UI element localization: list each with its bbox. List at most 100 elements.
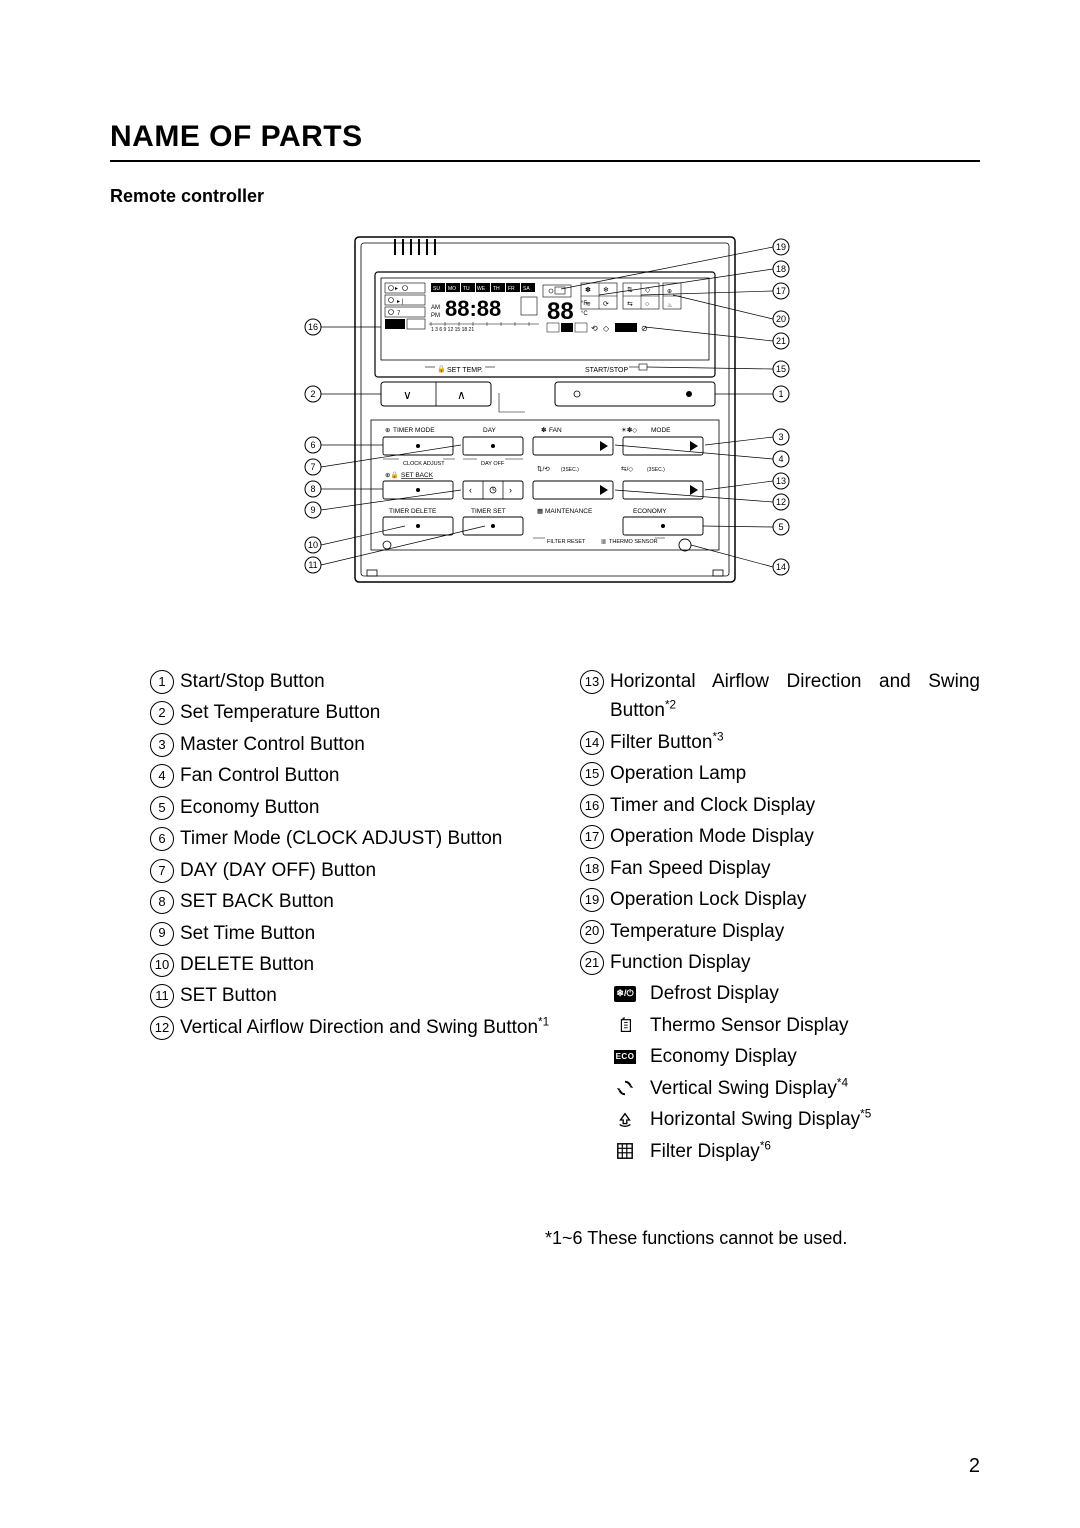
parts-item: 18Fan Speed Display: [580, 854, 980, 883]
svg-text:7: 7: [397, 311, 401, 317]
parts-item: 21Function Display: [580, 948, 980, 977]
manual-page: NAME OF PARTS Remote controller ▸ ▸ |: [0, 0, 1080, 1528]
svg-text:▥: ▥: [601, 539, 607, 545]
function-sub-item: ECOEconomy Display: [610, 1042, 980, 1071]
item-label: Operation Lock Display: [610, 885, 980, 914]
item-label: Start/Stop Button: [180, 667, 550, 696]
svg-text:❄: ❄: [603, 286, 609, 294]
svg-text:ECONOMY: ECONOMY: [633, 508, 667, 515]
svg-text:SET TEMP.: SET TEMP.: [447, 367, 483, 374]
svg-text:2: 2: [310, 389, 315, 399]
svg-text:MO: MO: [448, 286, 456, 292]
svg-text:9: 9: [310, 505, 315, 515]
svg-text:12: 12: [776, 497, 786, 507]
parts-item: 20Temperature Display: [580, 917, 980, 946]
svg-text:3: 3: [778, 432, 783, 442]
svg-text:🔒: 🔒: [437, 365, 446, 373]
section-subtitle: Remote controller: [110, 186, 980, 207]
svg-text:⇆/◇: ⇆/◇: [621, 466, 634, 473]
item-label: Vertical Airflow Direction and Swing But…: [180, 1013, 550, 1042]
svg-text:16: 16: [308, 322, 318, 332]
parts-item: 5Economy Button: [150, 793, 550, 822]
item-number: 11: [150, 984, 174, 1008]
function-sub-item: ❄/⏻ Defrost Display: [610, 979, 980, 1008]
svg-text:19: 19: [776, 242, 786, 252]
item-number: 16: [580, 794, 604, 818]
function-display-sublist: ❄/⏻ Defrost Display Thermo Sensor DisplayE…: [610, 979, 980, 1166]
thermo-icon: [610, 1017, 640, 1035]
svg-text:DAY OFF: DAY OFF: [481, 461, 505, 467]
item-number: 8: [150, 890, 174, 914]
svg-text:TU: TU: [463, 286, 470, 292]
svg-text:°C: °C: [581, 311, 588, 317]
item-number: 6: [150, 827, 174, 851]
function-sub-label: Filter Display*6: [650, 1137, 771, 1166]
svg-text:11: 11: [308, 560, 317, 570]
parts-item: 6Timer Mode (CLOCK ADJUST) Button: [150, 824, 550, 853]
svg-text:WE: WE: [477, 286, 486, 292]
defrost-icon: ❄/⏻: [610, 986, 640, 1002]
svg-text:SU: SU: [433, 286, 440, 292]
svg-text:SA: SA: [523, 286, 530, 292]
parts-item: 16Timer and Clock Display: [580, 791, 980, 820]
svg-text:⟲: ⟲: [591, 324, 598, 333]
svg-text:⊘: ⊘: [641, 324, 648, 333]
svg-text:20: 20: [776, 314, 786, 324]
function-sub-label: Horizontal Swing Display*5: [650, 1105, 871, 1134]
function-sub-item: Thermo Sensor Display: [610, 1011, 980, 1040]
parts-item: 9Set Time Button: [150, 919, 550, 948]
svg-text:4: 4: [778, 454, 783, 464]
item-label: Set Time Button: [180, 919, 550, 948]
svg-text:18: 18: [776, 264, 786, 274]
parts-list-columns: 1Start/Stop Button2Set Temperature Butto…: [150, 667, 980, 1168]
svg-text:DAY: DAY: [483, 427, 497, 434]
svg-text:10: 10: [308, 540, 318, 550]
svg-text:☀✽◇: ☀✽◇: [621, 426, 638, 434]
svg-text:TH: TH: [493, 286, 500, 292]
svg-text:▦: ▦: [537, 508, 543, 515]
svg-text:1: 1: [778, 389, 783, 399]
svg-text:▸ |: ▸ |: [397, 299, 404, 305]
item-number: 2: [150, 701, 174, 725]
svg-text:TIMER DELETE: TIMER DELETE: [389, 508, 437, 515]
svg-text:✽: ✽: [541, 426, 547, 434]
parts-item: 2Set Temperature Button: [150, 698, 550, 727]
hswing-icon: [610, 1111, 640, 1129]
function-sub-label: Economy Display: [650, 1042, 797, 1071]
svg-text:FAN: FAN: [549, 427, 562, 434]
svg-text:1 3 6 9 12 15 18 21: 1 3 6 9 12 15 18 21: [431, 327, 474, 333]
item-number: 10: [150, 953, 174, 977]
svg-text:⊕🔒: ⊕🔒: [385, 471, 399, 479]
item-number: 14: [580, 731, 604, 755]
function-sub-item: Horizontal Swing Display*5: [610, 1105, 980, 1134]
svg-text:MODE: MODE: [651, 427, 671, 434]
item-number: 7: [150, 859, 174, 883]
svg-text:✽: ✽: [585, 286, 591, 294]
svg-text:8: 8: [310, 484, 315, 494]
svg-text:(3SEC.): (3SEC.): [561, 467, 579, 473]
svg-text:FILTER RESET: FILTER RESET: [547, 539, 586, 545]
item-label: Horizontal Airflow Direction and Swing B…: [610, 667, 980, 726]
svg-text:5: 5: [778, 522, 783, 532]
function-sub-label: Defrost Display: [650, 979, 779, 1008]
svg-text:TIMER SET: TIMER SET: [471, 508, 506, 515]
svg-text:○: ○: [645, 301, 649, 308]
page-number: 2: [969, 1455, 980, 1478]
footnote: *1~6 These functions cannot be used.: [545, 1228, 980, 1249]
svg-text:‹: ‹: [469, 485, 472, 495]
item-label: Filter Button*3: [610, 728, 980, 757]
item-number: 9: [150, 922, 174, 946]
parts-item: 4Fan Control Button: [150, 761, 550, 790]
svg-text:START/STOP: START/STOP: [585, 367, 629, 374]
item-label: Economy Button: [180, 793, 550, 822]
parts-list-right: 13Horizontal Airflow Direction and Swing…: [580, 667, 980, 1168]
vswing-icon: [610, 1079, 640, 1097]
page-title: NAME OF PARTS: [110, 120, 980, 162]
svg-text:FR: FR: [508, 286, 515, 292]
svg-text:PM: PM: [431, 313, 440, 319]
svg-text:TIMER MODE: TIMER MODE: [393, 427, 435, 434]
svg-text:AM: AM: [431, 305, 440, 311]
item-label: Operation Mode Display: [610, 822, 980, 851]
item-number: 20: [580, 920, 604, 944]
parts-item: 10DELETE Button: [150, 950, 550, 979]
